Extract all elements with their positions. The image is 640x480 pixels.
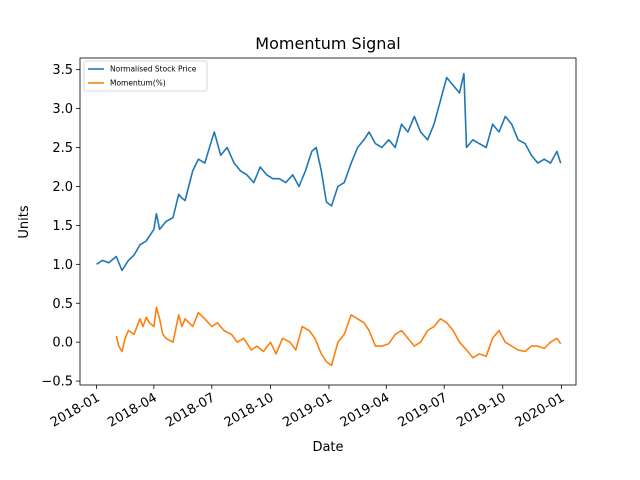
y-tick-label: 3.0 <box>52 102 73 117</box>
series-line-1 <box>115 306 562 367</box>
axes-frame <box>79 57 577 386</box>
plot-area <box>96 72 562 367</box>
x-axis-label: Date <box>312 440 343 455</box>
legend-label-momentum: Momentum(%) <box>110 79 166 88</box>
y-tick-label: 0.5 <box>52 297 73 312</box>
y-tick-label: 1.5 <box>52 219 73 234</box>
y-axis-label: Units <box>17 205 32 238</box>
y-tick-label: 3.5 <box>52 63 73 78</box>
y-tick-label: 2.5 <box>52 141 73 156</box>
y-axis: −0.5 0.0 0.5 1.0 1.5 2.0 2.5 3.0 3.5 <box>41 63 80 390</box>
y-tick-label: −0.5 <box>41 375 73 390</box>
chart-title: Momentum Signal <box>255 34 400 53</box>
legend-box <box>83 60 208 92</box>
y-tick-label: 1.0 <box>52 258 73 273</box>
series-line-0 <box>96 72 562 272</box>
legend-label-stock-price: Normalised Stock Price <box>110 65 197 74</box>
y-tick-label: 0.0 <box>52 336 73 351</box>
legend: Normalised Stock Price Momentum(%) <box>83 60 208 92</box>
y-tick-label: 2.0 <box>52 180 73 195</box>
